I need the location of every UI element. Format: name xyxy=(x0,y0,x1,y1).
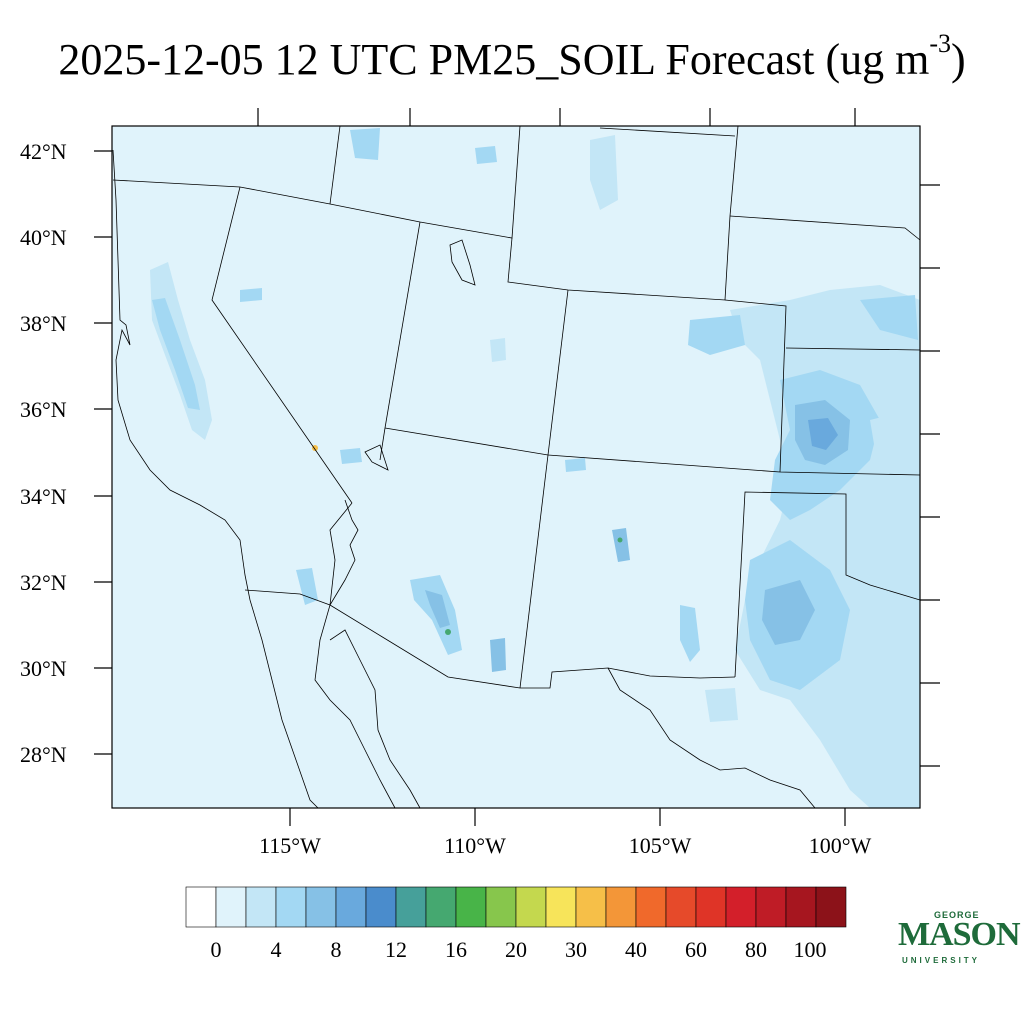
colorbar-box xyxy=(365,886,397,928)
lat-label-40: 40°N xyxy=(20,225,67,250)
lat-label-42: 42°N xyxy=(20,139,67,164)
colorbar-label: 60 xyxy=(685,937,707,962)
latitude-labels: 42°N 40°N 38°N 36°N 34°N 32°N 30°N 28°N xyxy=(20,139,67,767)
lon-label-105: 105°W xyxy=(629,833,692,858)
colorbar-box xyxy=(485,886,517,928)
colorbar-box xyxy=(395,886,427,928)
colorbar-box xyxy=(515,886,547,928)
concentration-fields xyxy=(150,128,920,808)
lat-label-28: 28°N xyxy=(20,742,67,767)
colorbar-label: 4 xyxy=(271,937,282,962)
longitude-labels: 115°W 110°W 105°W 100°W xyxy=(259,833,871,858)
colorbar-label: 30 xyxy=(565,937,587,962)
colorbar-label: 16 xyxy=(445,937,467,962)
colorbar-box xyxy=(185,886,217,928)
colorbar-box xyxy=(335,886,367,928)
logo-main-text: MASON xyxy=(898,916,1021,953)
colorbar-box xyxy=(815,886,847,928)
lat-label-32: 32°N xyxy=(20,570,67,595)
map-ticks xyxy=(94,108,940,826)
gmu-logo: GEORGE MASON UNIVERSITY xyxy=(898,898,1021,968)
colorbar-box xyxy=(245,886,277,928)
colorbar-box xyxy=(575,886,607,928)
logo-top-text: GEORGE xyxy=(934,910,980,920)
colorbar-box xyxy=(455,886,487,928)
colorbar-box xyxy=(305,886,337,928)
title-text: 2025-12-05 12 UTC PM25_SOIL Forecast (ug… xyxy=(58,35,930,84)
colorbar-box xyxy=(695,886,727,928)
lat-label-36: 36°N xyxy=(20,397,67,422)
colorbar-box xyxy=(785,886,817,928)
colorbar-label: 20 xyxy=(505,937,527,962)
colorbar-label: 100 xyxy=(794,937,827,962)
logo-bottom-text: UNIVERSITY xyxy=(902,956,981,965)
colorbar-box xyxy=(605,886,637,928)
colorbar-box xyxy=(215,886,247,928)
lat-label-30: 30°N xyxy=(20,656,67,681)
colorbar-box xyxy=(755,886,787,928)
colorbar-boxes xyxy=(185,886,847,928)
colorbar-box xyxy=(635,886,667,928)
map-frame xyxy=(111,125,921,809)
lon-label-115: 115°W xyxy=(259,833,321,858)
colorbar-label: 12 xyxy=(385,937,407,962)
colorbar-label: 8 xyxy=(331,937,342,962)
colorbar-label: 80 xyxy=(745,937,767,962)
map-title: 2025-12-05 12 UTC PM25_SOIL Forecast (ug… xyxy=(0,30,1024,90)
title-close: ) xyxy=(951,35,966,84)
map-panel: 42°N 40°N 38°N 36°N 34°N 32°N 30°N 28°N … xyxy=(20,108,940,858)
lat-label-38: 38°N xyxy=(20,311,67,336)
colorbar-label: 0 xyxy=(211,937,222,962)
colorbar-box xyxy=(425,886,457,928)
title-superscript: -3 xyxy=(929,29,951,58)
colorbar-box xyxy=(545,886,577,928)
colorbar-labels: 0 4 8 12 16 20 30 40 60 80 100 xyxy=(211,937,827,962)
colorbar: 0 4 8 12 16 20 30 40 60 80 100 xyxy=(185,886,847,962)
colorbar-label: 40 xyxy=(625,937,647,962)
colorbar-box xyxy=(725,886,757,928)
colorbar-box xyxy=(275,886,307,928)
lat-label-34: 34°N xyxy=(20,484,67,509)
lon-label-110: 110°W xyxy=(444,833,506,858)
lon-label-100: 100°W xyxy=(809,833,872,858)
boundary-lines xyxy=(112,125,921,809)
colorbar-box xyxy=(665,886,697,928)
